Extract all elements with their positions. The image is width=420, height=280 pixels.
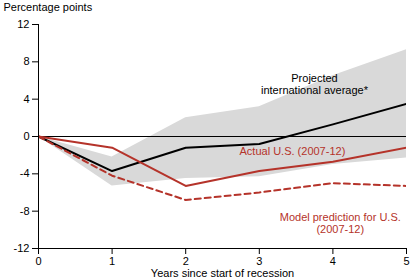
- svg-text:-12: -12: [14, 242, 30, 254]
- svg-text:2: 2: [183, 255, 189, 267]
- svg-text:Years since start of recession: Years since start of recession: [151, 267, 294, 279]
- svg-text:-4: -4: [20, 167, 30, 179]
- svg-text:-8: -8: [20, 205, 30, 217]
- svg-text:3: 3: [256, 255, 262, 267]
- svg-text:4: 4: [23, 93, 29, 105]
- svg-text:12: 12: [17, 18, 29, 30]
- svg-text:Percentage points: Percentage points: [4, 1, 93, 13]
- svg-text:Model prediction for U.S.(2007: Model prediction for U.S.(2007-12): [280, 211, 401, 235]
- svg-text:0: 0: [23, 130, 29, 142]
- svg-text:1: 1: [109, 255, 115, 267]
- svg-text:4: 4: [330, 255, 336, 267]
- svg-text:5: 5: [403, 255, 409, 267]
- svg-text:0: 0: [35, 255, 41, 267]
- svg-text:8: 8: [23, 55, 29, 67]
- svg-text:Actual U.S. (2007-12): Actual U.S. (2007-12): [240, 145, 346, 157]
- svg-text:Projectedinternational average: Projectedinternational average*: [261, 72, 369, 96]
